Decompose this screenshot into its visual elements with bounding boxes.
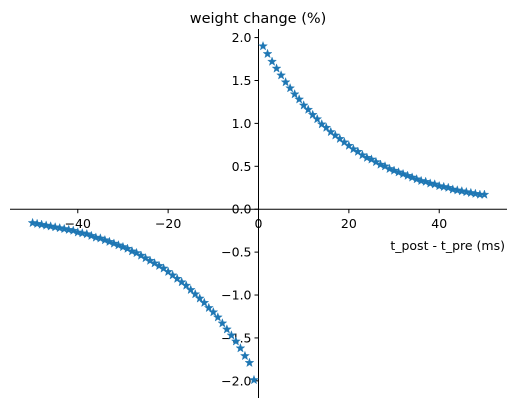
- y-tick-label: −1.0: [221, 288, 251, 303]
- data-point: [104, 236, 115, 247]
- data-point: [221, 324, 232, 334]
- data-point: [181, 280, 192, 290]
- data-point: [285, 83, 296, 93]
- data-point: [226, 330, 237, 340]
- data-point: [258, 40, 268, 51]
- data-point: [321, 122, 332, 132]
- data-point: [235, 343, 246, 353]
- data-point: [298, 100, 309, 110]
- data-point: [190, 288, 201, 299]
- data-point: [479, 189, 490, 199]
- data-point: [443, 182, 454, 192]
- data-point: [271, 63, 282, 73]
- data-point: [280, 77, 291, 87]
- data-point: [393, 167, 404, 177]
- data-point: [199, 297, 210, 307]
- data-point: [194, 293, 205, 303]
- data-point: [307, 109, 318, 120]
- data-point: [149, 258, 160, 268]
- data-point: [127, 246, 137, 256]
- data-point: [95, 233, 106, 243]
- data-point: [411, 173, 422, 184]
- data-point: [68, 225, 79, 235]
- ticks: −40−2002040−2.0−1.5−1.0−0.50.00.51.01.52…: [65, 30, 448, 388]
- data-point: [389, 165, 399, 175]
- data-point: [118, 241, 128, 252]
- x-tick-label: −40: [65, 216, 91, 231]
- data-point: [357, 149, 368, 160]
- data-point: [240, 350, 250, 361]
- data-points: [27, 40, 490, 385]
- y-tick-label: 1.0: [232, 116, 252, 131]
- data-point: [267, 56, 277, 66]
- data-point: [244, 357, 255, 368]
- data-point: [113, 240, 124, 250]
- data-point: [380, 161, 390, 171]
- data-point: [407, 172, 418, 182]
- data-point: [276, 70, 287, 80]
- data-point: [81, 228, 92, 239]
- data-point: [217, 318, 228, 328]
- x-tick-label: 40: [431, 216, 447, 231]
- data-point: [375, 159, 386, 169]
- data-point: [131, 247, 142, 258]
- data-point: [185, 284, 196, 295]
- y-tick-label: −2.0: [221, 373, 251, 388]
- data-point: [86, 230, 97, 241]
- data-point: [289, 89, 300, 99]
- data-point: [402, 170, 413, 180]
- data-point: [122, 243, 133, 253]
- data-point: [140, 252, 151, 263]
- data-point: [145, 255, 155, 265]
- data-point: [398, 168, 409, 179]
- data-point: [312, 113, 323, 124]
- y-tick-label: 0.0: [232, 202, 252, 217]
- axes: [10, 29, 507, 398]
- data-point: [154, 260, 165, 271]
- data-point: [384, 163, 395, 174]
- data-point: [420, 176, 431, 186]
- data-point: [303, 104, 314, 114]
- y-tick-label: 1.5: [232, 73, 252, 88]
- x-axis-label: t_post - t_pre (ms): [390, 238, 505, 253]
- data-point: [371, 156, 381, 167]
- data-point: [294, 94, 305, 104]
- data-point: [362, 152, 372, 162]
- x-tick-label: −20: [155, 216, 181, 231]
- data-point: [429, 179, 440, 189]
- y-tick-label: −0.5: [221, 245, 251, 260]
- data-point: [108, 238, 119, 248]
- data-point: [208, 307, 219, 317]
- data-point: [136, 250, 146, 260]
- y-tick-label: 0.5: [232, 159, 252, 174]
- data-point: [230, 336, 241, 346]
- data-point: [212, 312, 223, 322]
- x-tick-label: 0: [255, 216, 263, 231]
- chart-title: weight change (%): [190, 11, 327, 27]
- data-point: [249, 374, 259, 385]
- data-point: [366, 154, 377, 164]
- x-tick-label: 20: [341, 216, 357, 231]
- data-point: [203, 302, 214, 313]
- data-point: [99, 234, 110, 245]
- data-point: [348, 143, 359, 154]
- data-point: [262, 48, 273, 59]
- y-tick-label: 2.0: [232, 30, 252, 45]
